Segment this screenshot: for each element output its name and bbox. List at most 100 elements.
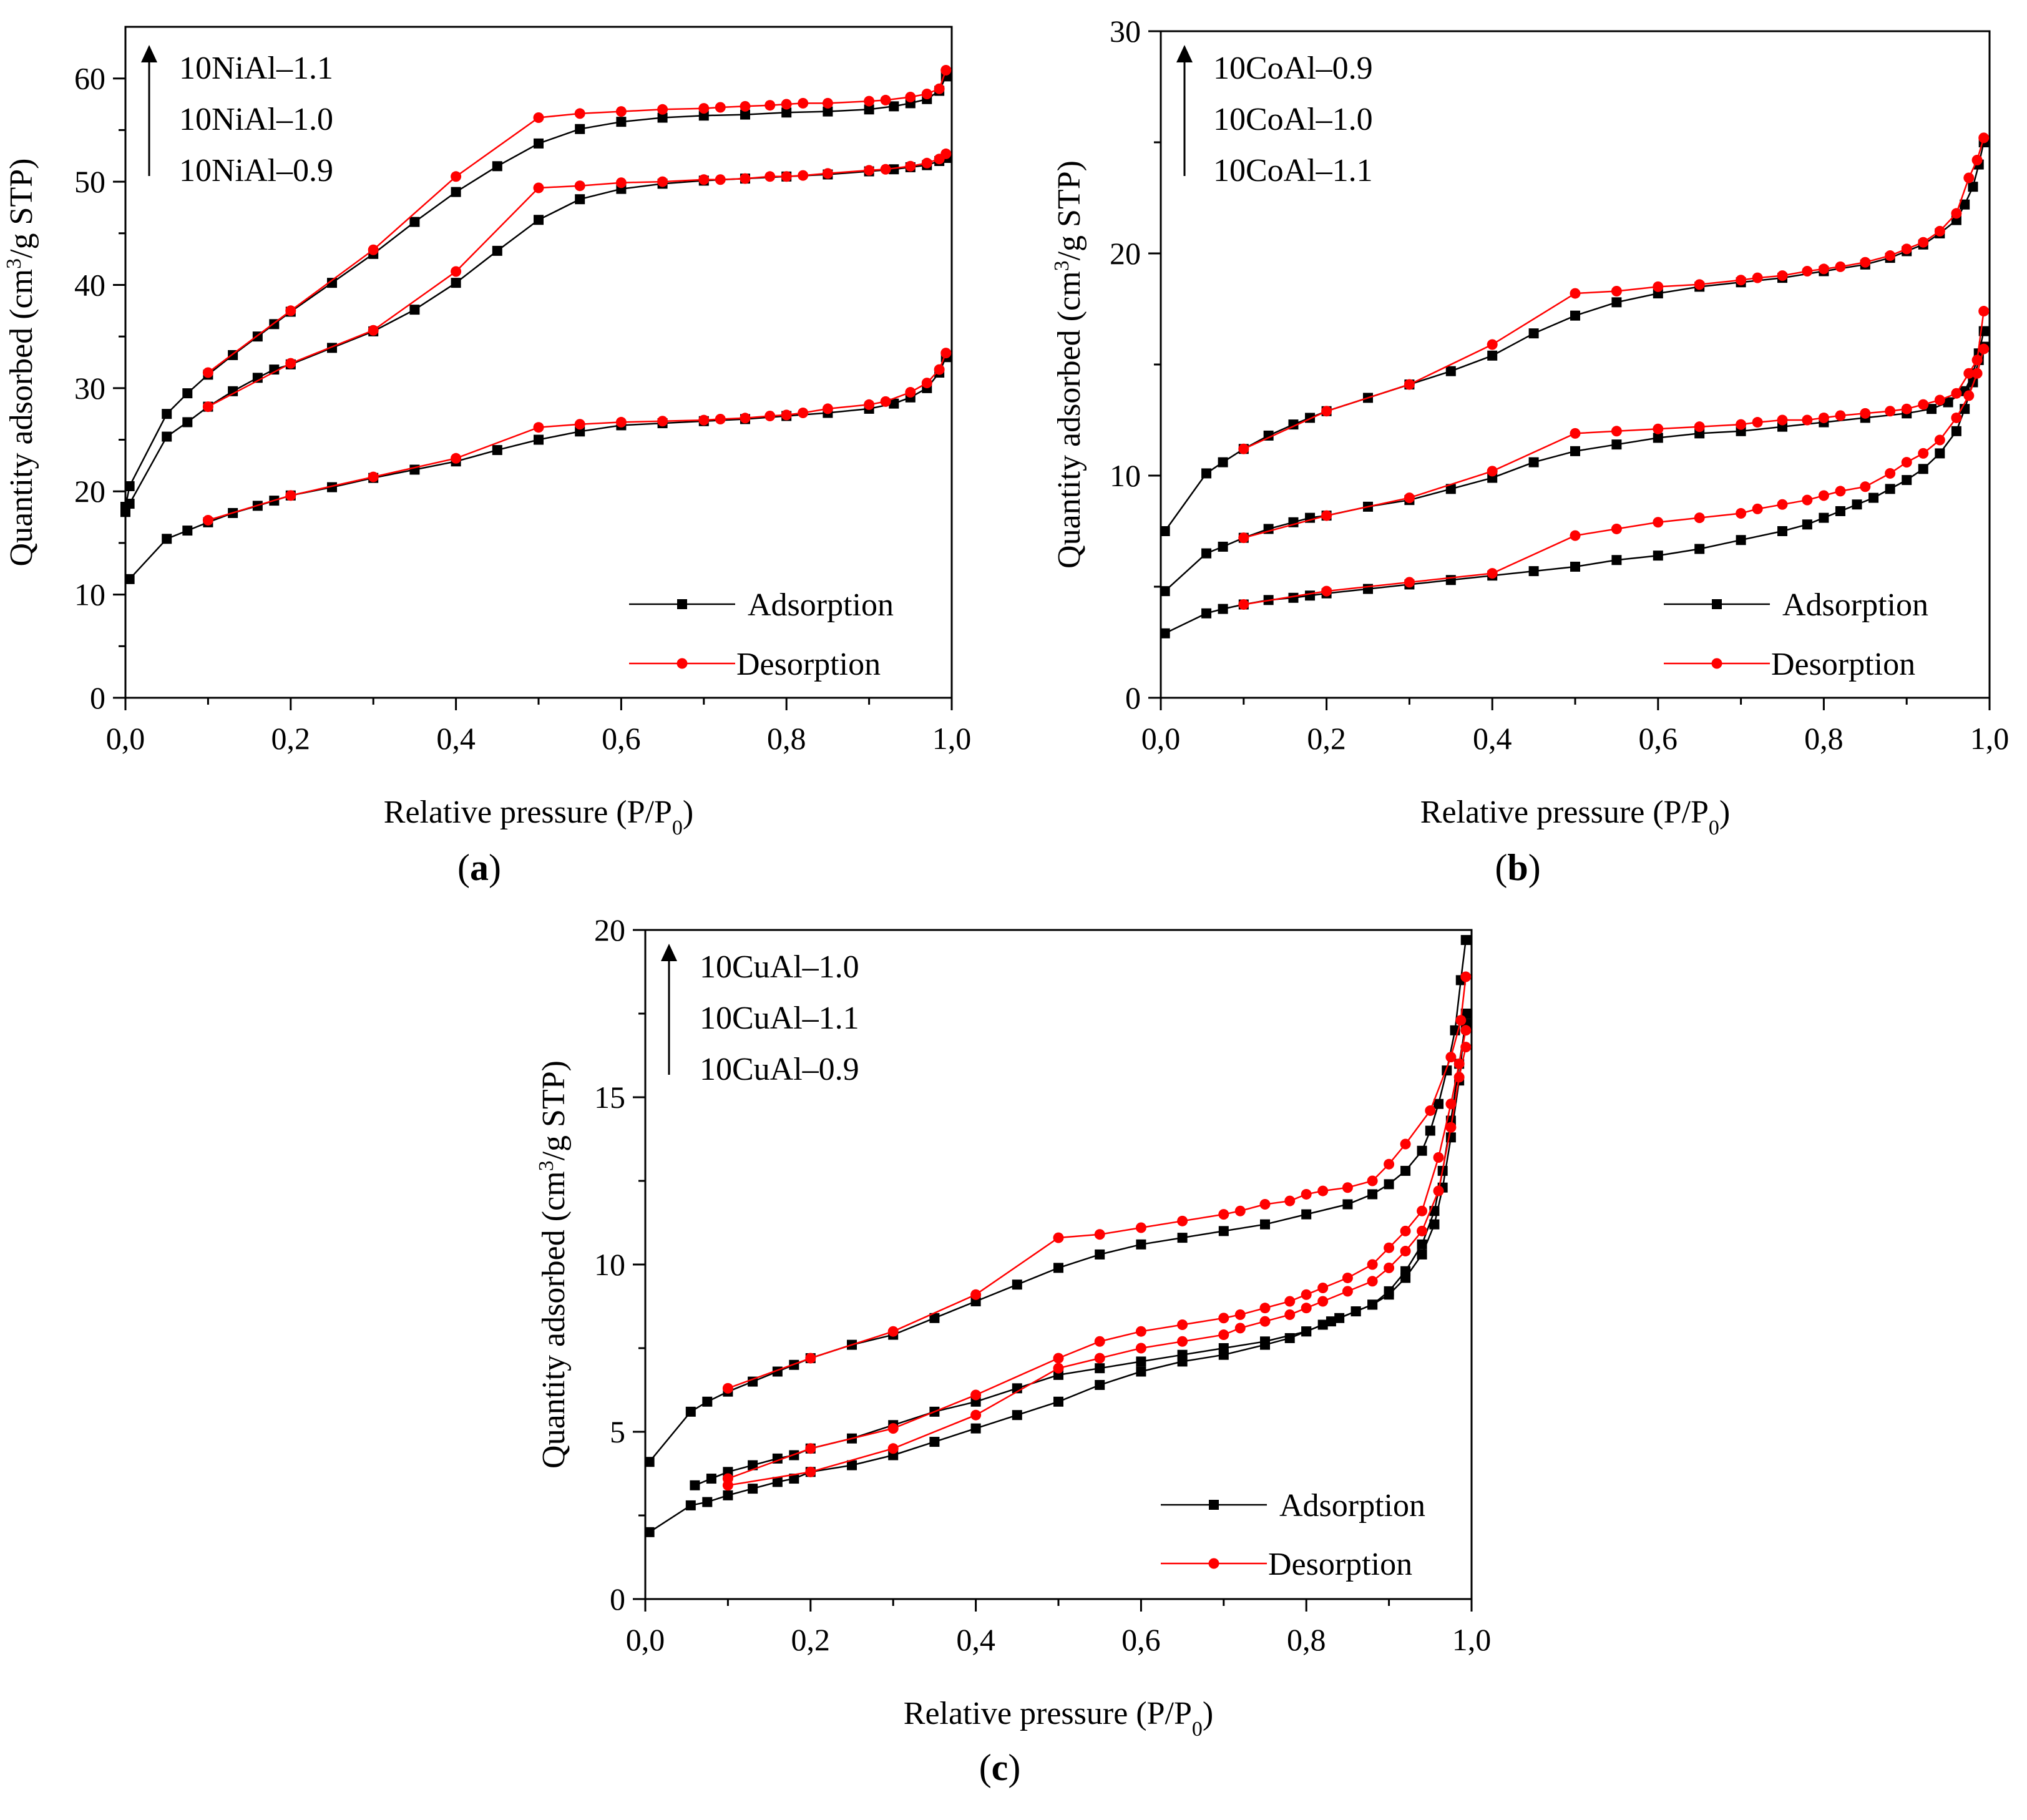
adsorption-point [1611, 439, 1622, 450]
desorption-point [533, 112, 544, 124]
y-axis-label: Quantity adsorbed (cm3/g STP) [535, 1060, 572, 1469]
desorption-point [1918, 237, 1929, 248]
adsorption-point [889, 101, 899, 112]
desorption-point [1445, 1052, 1457, 1063]
adsorption-point [492, 445, 502, 456]
adsorption-point [1425, 1125, 1435, 1136]
sample-label: 10CoAl–0.9 [1213, 51, 1373, 86]
series-group [120, 64, 952, 584]
y-tick-label: 30 [1110, 14, 1141, 49]
adsorption-point [685, 1500, 696, 1510]
adsorption-point [1445, 575, 1456, 585]
desorption-point [368, 244, 379, 255]
desorption-point [368, 471, 379, 482]
adsorption-point [1460, 935, 1471, 946]
adsorption-point [1201, 548, 1212, 559]
adsorption-point [864, 104, 874, 115]
adsorption-point [1177, 1233, 1188, 1243]
legend-adsorption-label: Adsorption [1782, 587, 1928, 623]
y-tick-label: 20 [1110, 236, 1141, 271]
desorption-point [1802, 265, 1813, 276]
desorption-point [764, 100, 776, 111]
adsorption-point [1570, 561, 1580, 572]
desorption-point [1053, 1363, 1064, 1374]
adsorption-point [1487, 350, 1498, 361]
desorption-point [1934, 225, 1945, 237]
desorption-point [921, 378, 932, 389]
desorption-point [1135, 1222, 1146, 1233]
adsorption-point [492, 161, 502, 172]
desorption-point [740, 100, 751, 112]
series-line-desorption [1243, 311, 1985, 539]
legend-desorption-marker [1711, 658, 1722, 669]
desorption-point [1487, 466, 1498, 477]
desorption-point [1053, 1353, 1064, 1364]
desorption-point [285, 490, 296, 501]
adsorption-point [970, 1423, 981, 1434]
adsorption-point [1218, 604, 1228, 614]
adsorption-point [1570, 446, 1580, 456]
desorption-point [1218, 1209, 1229, 1220]
desorption-point [1901, 403, 1912, 414]
desorption-point [1736, 275, 1747, 286]
desorption-point [764, 171, 776, 182]
desorption-point [1053, 1232, 1064, 1243]
desorption-point [715, 413, 726, 424]
x-tick-label: 0,2 [1307, 721, 1346, 756]
adsorption-point [1802, 519, 1812, 530]
desorption-point [1752, 417, 1763, 428]
adsorption-point [706, 1474, 716, 1484]
adsorption-point [1384, 1286, 1394, 1296]
y-axis-label: Quantity adsorbed (cm3/g STP) [1050, 160, 1088, 569]
x-tick-label: 0,0 [106, 721, 145, 756]
adsorption-point [1095, 1379, 1105, 1390]
adsorption-point [847, 1460, 857, 1470]
desorption-point [864, 399, 875, 410]
y-tick-label: 15 [594, 1080, 625, 1115]
desorption-point [822, 403, 833, 414]
desorption-point [864, 165, 875, 176]
adsorption-point [327, 482, 337, 492]
desorption-point [1860, 481, 1871, 492]
desorption-point [1404, 492, 1415, 504]
adsorption-point [1653, 550, 1663, 561]
adsorption-point [182, 417, 193, 428]
desorption-point [202, 367, 213, 378]
adsorption-point [889, 164, 899, 175]
y-tick-label: 10 [1110, 458, 1141, 493]
x-tick-label: 1,0 [1970, 721, 2010, 756]
adsorption-point [1927, 404, 1937, 414]
adsorption-point [1136, 1239, 1146, 1250]
adsorption-point [1736, 535, 1746, 546]
adsorption-point [1960, 199, 1970, 210]
desorption-point [970, 1389, 982, 1401]
desorption-point [887, 1443, 899, 1454]
adsorption-point [1885, 484, 1895, 494]
adsorption-point [1611, 297, 1622, 308]
desorption-point [1736, 508, 1747, 519]
desorption-point [1777, 414, 1788, 426]
adsorption-point [1417, 1145, 1427, 1156]
desorption-point [1094, 1353, 1105, 1364]
series-group [1160, 132, 1990, 638]
adsorption-point [1852, 499, 1862, 510]
desorption-point [1094, 1336, 1105, 1347]
adsorption-point [1260, 1219, 1270, 1230]
adsorption-point [1136, 1366, 1146, 1377]
adsorption-point [162, 431, 172, 442]
adsorption-point [1611, 555, 1622, 565]
desorption-point [970, 1409, 982, 1421]
desorption-point [451, 171, 462, 182]
desorption-point [533, 422, 544, 433]
legend-desorption-marker [1208, 1558, 1219, 1569]
adsorption-point [1777, 526, 1787, 536]
adsorption-point [451, 278, 461, 288]
chart-panel-c: 0,0 0,2 0,4 0,6 0,8 1,0 0 5 10 15 20 Relative press… [535, 912, 1492, 1788]
adsorption-point [1968, 182, 1978, 192]
desorption-point [1404, 577, 1415, 588]
series-line-desorption [1243, 348, 1985, 605]
desorption-point [1317, 1185, 1329, 1196]
adsorption-point [1095, 1363, 1105, 1374]
desorption-point [1951, 208, 1962, 219]
adsorption-point [1160, 628, 1170, 638]
